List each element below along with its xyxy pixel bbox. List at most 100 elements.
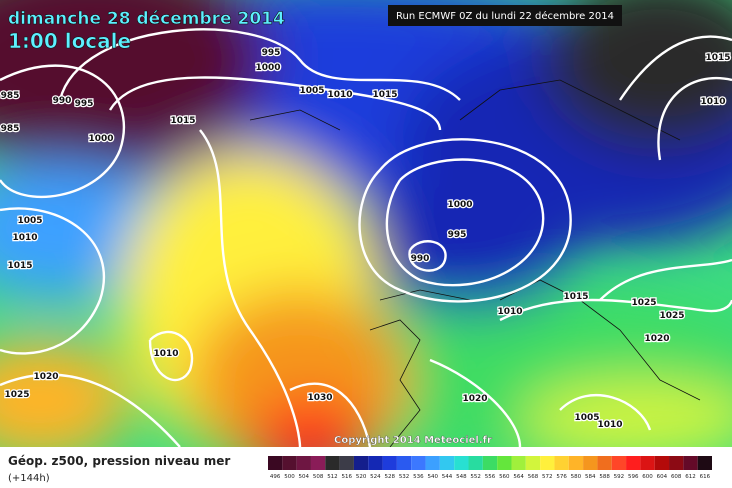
isobar-label: 1010 (327, 90, 352, 100)
isobar (358, 138, 572, 303)
isobar-label: 985 (1, 91, 20, 101)
scale-label: 524 (370, 474, 381, 480)
scale-label: 508 (313, 474, 324, 480)
isobar (559, 258, 732, 431)
isobar-label: 1005 (299, 86, 324, 96)
scale-label: 548 (456, 474, 467, 480)
isobar (58, 28, 461, 101)
isobar-label: 990 (411, 254, 430, 264)
isobar-label: 1030 (307, 393, 332, 403)
scale-label: 576 (556, 474, 567, 480)
scale-label: 560 (499, 474, 510, 480)
isobar (199, 129, 302, 447)
scale-swatch (454, 456, 469, 470)
blob (520, 380, 732, 447)
isobar (108, 76, 442, 131)
isobar-label: 1015 (563, 292, 588, 302)
isobar (289, 358, 522, 447)
blob (0, 340, 130, 447)
isobars (0, 28, 732, 447)
run-text: Run ECMWF 0Z du lundi 22 décembre 2014 (396, 10, 614, 22)
scale-label: 564 (513, 474, 524, 480)
scale-swatch (697, 456, 712, 470)
run-box (388, 5, 622, 26)
scale-swatch (439, 456, 455, 470)
scale-swatch (296, 456, 311, 470)
scale-label: 512 (327, 474, 338, 480)
blob (250, 400, 370, 447)
scale-label: 532 (399, 474, 410, 480)
isobar-label: 1005 (17, 216, 42, 226)
isobar-label: 1010 (497, 307, 522, 317)
isobar-label: 1020 (462, 394, 487, 404)
scale-label: 496 (270, 474, 281, 480)
isobar-label: 1000 (447, 200, 472, 210)
scale-label: 612 (685, 474, 696, 480)
scale-label: 528 (384, 474, 395, 480)
scale-swatch (282, 456, 297, 470)
scale-swatch (583, 456, 598, 470)
scale-swatch (353, 456, 369, 470)
isobar-label: 995 (262, 48, 281, 58)
isobar (0, 64, 126, 199)
blob (540, 0, 732, 150)
isobar-label: 1020 (33, 372, 58, 382)
scale-label: 580 (571, 474, 582, 480)
isobar (148, 330, 194, 382)
scale-swatch (597, 456, 612, 470)
isobar-label: 1000 (88, 134, 113, 144)
scale-swatch (411, 456, 426, 470)
isobar-label: 1015 (705, 53, 730, 63)
isobar-label: 1025 (659, 311, 684, 321)
isobar (408, 240, 447, 272)
date: dimanche 28 décembre 2014 (8, 9, 285, 29)
scale-swatch (683, 456, 698, 470)
isobar (499, 298, 732, 322)
scale-label: 588 (599, 474, 610, 480)
isobar (385, 158, 545, 287)
scale-swatch (654, 456, 670, 470)
scale-swatch (568, 456, 584, 470)
isobar-label: 1025 (4, 390, 29, 400)
scale-label: 600 (642, 474, 653, 480)
isobar (0, 373, 181, 447)
isobar (619, 35, 732, 161)
scale-swatch (669, 456, 684, 470)
blob (360, 170, 580, 310)
scale-label: 572 (542, 474, 553, 480)
scale-swatch (497, 456, 512, 470)
scale-swatch (554, 456, 569, 470)
scale-label: 568 (528, 474, 539, 480)
scale-label: 596 (628, 474, 639, 480)
coastline (249, 79, 701, 447)
blob (0, 0, 270, 170)
legend-lead: (+144h) (8, 473, 50, 484)
scale-swatch (626, 456, 641, 470)
isobar-label: 1010 (700, 97, 725, 107)
isobar-label: 1000 (255, 63, 280, 73)
isobar-label: 1010 (12, 233, 37, 243)
legend-title: Géop. z500, pression niveau mer (8, 454, 230, 468)
scale-swatch (468, 456, 483, 470)
isobar-label: 1015 (170, 116, 195, 126)
local-time: 1:00 locale (8, 29, 131, 53)
scale-label: 616 (700, 474, 711, 480)
scale-swatch (482, 456, 498, 470)
scale-swatch (396, 456, 412, 470)
scale-label: 504 (299, 474, 310, 480)
scale-label: 592 (614, 474, 625, 480)
scale-swatch (511, 456, 526, 470)
copyright: Copyright 2014 Meteociel.fr (334, 435, 492, 446)
isobar-label: 1025 (631, 298, 656, 308)
scale-label: 544 (442, 474, 453, 480)
isobar-label: 1010 (153, 349, 178, 359)
scale-swatch (382, 456, 397, 470)
scale-label: 516 (342, 474, 353, 480)
scale-swatch (310, 456, 326, 470)
isobar-label: 990 (53, 96, 72, 106)
scale-swatch (368, 456, 383, 470)
